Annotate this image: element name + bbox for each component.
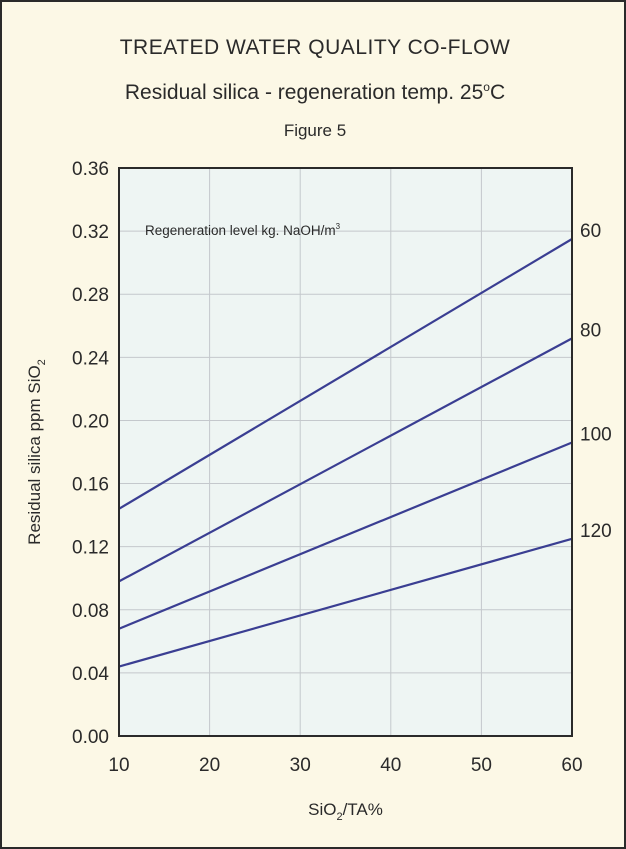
series-line-120 [118, 537, 573, 668]
series-label-100: 100 [580, 425, 612, 446]
y-tick-label: 0.12 [72, 538, 109, 559]
series-label-120: 120 [580, 521, 612, 542]
subtitle-unit: C [489, 81, 506, 104]
plot-area [119, 168, 572, 736]
figure-label: Figure 5 [283, 121, 347, 140]
series-line-100 [118, 441, 573, 630]
x-tick-label: 30 [290, 755, 311, 776]
series-line-60 [118, 238, 573, 510]
y-tick-label: 0.16 [72, 475, 109, 496]
x-tick-label: 60 [561, 755, 582, 776]
y-tick-label: 0.36 [72, 159, 109, 180]
series-label-60: 60 [580, 221, 601, 242]
degree-superscript: o [483, 80, 490, 94]
y-tick-label: 0.28 [72, 285, 109, 306]
x-axis-label-subscript: 2 [336, 811, 342, 823]
y-tick-label: 0.24 [72, 348, 109, 369]
y-tick-label: 0.00 [72, 727, 109, 748]
y-tick-label: 0.20 [72, 411, 109, 432]
series-label-80: 80 [580, 320, 601, 341]
y-tick-label: 0.32 [72, 222, 109, 243]
x-tick-label: 10 [108, 755, 129, 776]
x-tick-label: 20 [199, 755, 220, 776]
annotation-superscript: 3 [336, 222, 341, 231]
chart-subtitle: Residual silica - regeneration temp. 25o… [2, 80, 626, 105]
x-tick-label: 40 [380, 755, 401, 776]
grid-lines [119, 168, 572, 736]
plot-border [118, 167, 573, 737]
x-tick-label: 50 [471, 755, 492, 776]
subtitle-text: Residual silica - regeneration temp. 25 [124, 81, 484, 104]
chart-title: TREATED WATER QUALITY CO-FLOW [119, 36, 511, 59]
y-tick-label: 0.04 [72, 664, 109, 685]
x-axis-label: SiO2/TA% [308, 800, 383, 823]
series-lines: 60 80 100 120 [118, 221, 612, 668]
y-axis-label-subscript: 2 [36, 359, 48, 365]
y-tick-label: 0.08 [72, 601, 109, 622]
y-axis-label: Residual silica ppm SiO2 [25, 359, 48, 545]
tick-labels: 0.00 0.04 0.08 0.12 0.16 0.20 0.24 0.28 0.32 0.36… [72, 159, 583, 776]
series-line-80 [118, 337, 573, 583]
regeneration-level-annotation: Regeneration level kg. NaOH/m3 [145, 222, 341, 238]
